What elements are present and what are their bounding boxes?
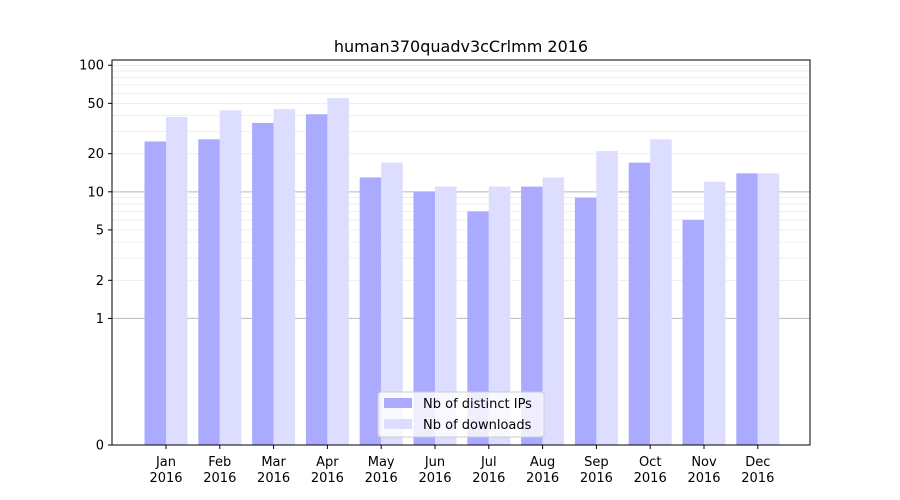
legend-swatch bbox=[384, 419, 412, 429]
bar-downloads-apr bbox=[327, 98, 349, 445]
y-tick-label: 2 bbox=[96, 274, 104, 289]
x-tick-label-year: 2016 bbox=[149, 471, 182, 486]
x-tick-label-month: Dec bbox=[745, 455, 770, 470]
bar-distinct-ips-may bbox=[359, 177, 382, 446]
x-tick-label-year: 2016 bbox=[311, 471, 344, 486]
bar-distinct-ips-feb bbox=[198, 139, 220, 445]
bar-distinct-ips-mar bbox=[252, 122, 274, 445]
bar-downloads-mar bbox=[273, 109, 296, 446]
x-tick-label-month: Jun bbox=[424, 455, 445, 470]
bar-distinct-ips-sep bbox=[574, 197, 597, 445]
y-axis: 0 1 2 5 10 20 50 100 bbox=[79, 59, 112, 454]
bar-distinct-ips-apr bbox=[305, 114, 328, 445]
x-tick-label-year: 2016 bbox=[741, 471, 774, 486]
legend-swatch bbox=[384, 398, 412, 408]
bar-downloads-dec bbox=[757, 173, 780, 445]
x-tick-label-year: 2016 bbox=[365, 471, 398, 486]
x-tick-label-year: 2016 bbox=[418, 471, 451, 486]
bar-downloads-feb bbox=[219, 110, 242, 445]
bar-downloads-jan bbox=[166, 117, 188, 446]
bar-distinct-ips-oct bbox=[628, 162, 651, 445]
bar-downloads-aug bbox=[542, 177, 565, 446]
x-tick-label-month: Mar bbox=[261, 455, 286, 470]
x-tick-label-month: Jan bbox=[155, 455, 176, 470]
bar-distinct-ips-dec bbox=[736, 173, 758, 445]
y-tick-label: 100 bbox=[79, 59, 104, 74]
x-tick-label-year: 2016 bbox=[634, 471, 667, 486]
y-tick-label: 5 bbox=[96, 223, 104, 238]
bar-downloads-nov bbox=[704, 181, 726, 445]
x-tick-label-month: Nov bbox=[691, 455, 717, 470]
y-tick-label: 1 bbox=[96, 312, 104, 327]
y-tick-label: 20 bbox=[87, 147, 104, 162]
legend-label: Nb of downloads bbox=[423, 418, 532, 433]
plot-area-frame bbox=[111, 59, 811, 446]
x-tick-label-month: May bbox=[368, 455, 395, 470]
y-tick-label: 0 bbox=[96, 439, 104, 454]
x-tick-label-month: Apr bbox=[316, 455, 339, 470]
legend-box bbox=[377, 391, 545, 438]
bar-distinct-ips-aug bbox=[521, 186, 543, 446]
x-tick-label-month: Sep bbox=[584, 455, 609, 470]
x-tick-label-month: Jul bbox=[480, 455, 497, 470]
x-tick-label-month: Feb bbox=[208, 455, 231, 470]
bar-distinct-ips-jun bbox=[413, 191, 435, 445]
x-tick-label-month: Aug bbox=[530, 455, 555, 470]
x-tick-label-year: 2016 bbox=[257, 471, 290, 486]
legend-label: Nb of distinct IPs bbox=[423, 397, 532, 412]
bar-distinct-ips-nov bbox=[682, 219, 704, 445]
bar-distinct-ips-jul bbox=[467, 211, 489, 445]
bar-downloads-may bbox=[381, 162, 403, 445]
bar-downloads-sep bbox=[596, 151, 618, 445]
bar-distinct-ips-jan bbox=[144, 141, 166, 445]
x-tick-label-year: 2016 bbox=[687, 471, 720, 486]
legend: Nb of distinct IPs Nb of downloads bbox=[377, 391, 545, 438]
bar-downloads-oct bbox=[650, 139, 672, 445]
x-tick-label-year: 2016 bbox=[203, 471, 236, 486]
x-tick-label-month: Oct bbox=[639, 455, 661, 470]
x-tick-label-year: 2016 bbox=[580, 471, 613, 486]
bars bbox=[144, 98, 780, 446]
x-axis: Jan2016Feb2016Mar2016Apr2016May2016Jun20… bbox=[149, 445, 774, 486]
y-tick-label: 10 bbox=[87, 185, 104, 200]
chart-title: human370quadv3cCrlmm 2016 bbox=[334, 37, 588, 56]
bar-downloads-jul bbox=[488, 186, 511, 446]
bar-downloads-jun bbox=[435, 186, 457, 446]
y-tick-label: 50 bbox=[87, 97, 104, 112]
x-tick-label-year: 2016 bbox=[472, 471, 505, 486]
x-tick-label-year: 2016 bbox=[526, 471, 559, 486]
